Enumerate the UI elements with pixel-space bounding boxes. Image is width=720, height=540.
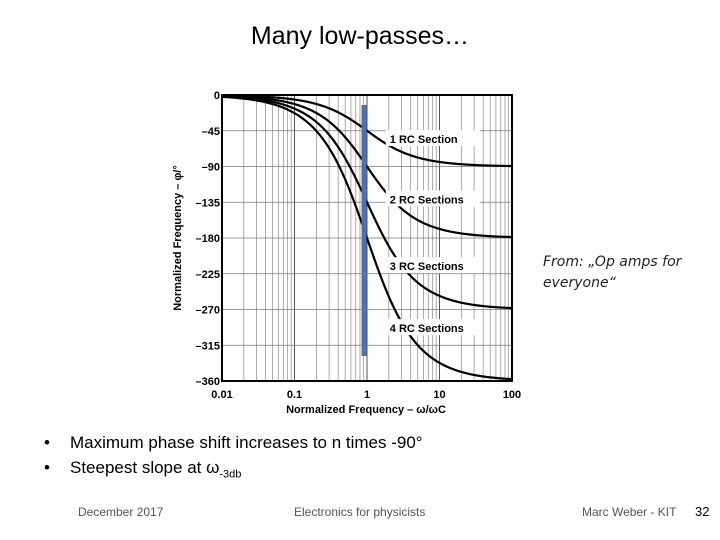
series-label: 1 RC Section bbox=[390, 134, 458, 146]
y-tick-label: –270 bbox=[196, 305, 220, 317]
series-labels: 1 RC Section 2 RC Sections 3 RC Sections 4 … bbox=[385, 130, 480, 336]
slide-title: Many low-passes… bbox=[250, 22, 470, 50]
phase-chart: 0 –45 –90 –135 –180 –225 –270 –315 –360 0.01 0.1 1… bbox=[172, 90, 521, 416]
y-tick-label: –225 bbox=[196, 269, 220, 281]
bullet-item: Steepest slope at ω-3db bbox=[44, 455, 423, 487]
bullet-list: Maximum phase shift increases to n times… bbox=[44, 430, 423, 487]
x-tick-label: 10 bbox=[433, 389, 445, 401]
chart-curves bbox=[221, 94, 513, 381]
y-tick-label: 0 bbox=[214, 90, 220, 102]
x-tick-labels: 0.01 0.1 1 10 100 bbox=[211, 389, 521, 401]
series-label: 2 RC Sections bbox=[390, 194, 464, 206]
series-label-bg bbox=[385, 190, 480, 207]
x-tick-label: 1 bbox=[364, 389, 370, 401]
source-note: From: „Op amps for everyone“ bbox=[543, 254, 682, 291]
y-tick-label: –90 bbox=[202, 162, 220, 174]
page-number: 32 bbox=[695, 504, 710, 519]
series-label-bg bbox=[385, 257, 480, 274]
series-line bbox=[221, 95, 513, 381]
y-tick-label: –135 bbox=[196, 197, 220, 209]
series-line bbox=[221, 94, 513, 239]
x-tick-label: 0.01 bbox=[211, 389, 232, 401]
series-label-bg bbox=[385, 130, 480, 147]
series-label: 3 RC Sections bbox=[390, 261, 464, 273]
y-tick-label: –360 bbox=[196, 376, 220, 388]
series-line bbox=[221, 95, 513, 310]
y-tick-label: –180 bbox=[196, 233, 220, 245]
plot-frame bbox=[221, 94, 513, 382]
y-tick-label: –45 bbox=[202, 126, 220, 138]
x-tick-label: 100 bbox=[503, 389, 521, 401]
series-label: 4 RC Sections bbox=[390, 323, 464, 335]
series-line bbox=[221, 94, 513, 168]
y-axis-label: Normalized Frequency – φ/° bbox=[172, 165, 184, 311]
y-tick-labels: 0 –45 –90 –135 –180 –225 –270 –315 –360 bbox=[196, 90, 220, 388]
footer-course: Electronics for physicists bbox=[294, 505, 426, 519]
y-tick-label: –315 bbox=[196, 340, 220, 352]
footer-author: Marc Weber - KIT bbox=[582, 505, 677, 519]
bullet-item: Maximum phase shift increases to n times… bbox=[44, 430, 423, 455]
footer-date: December 2017 bbox=[78, 505, 164, 519]
series-label-bg bbox=[385, 319, 480, 336]
x-tick-label: 0.1 bbox=[287, 389, 302, 401]
x-axis-label: Normalized Frequency – ω/ωC bbox=[286, 404, 446, 416]
